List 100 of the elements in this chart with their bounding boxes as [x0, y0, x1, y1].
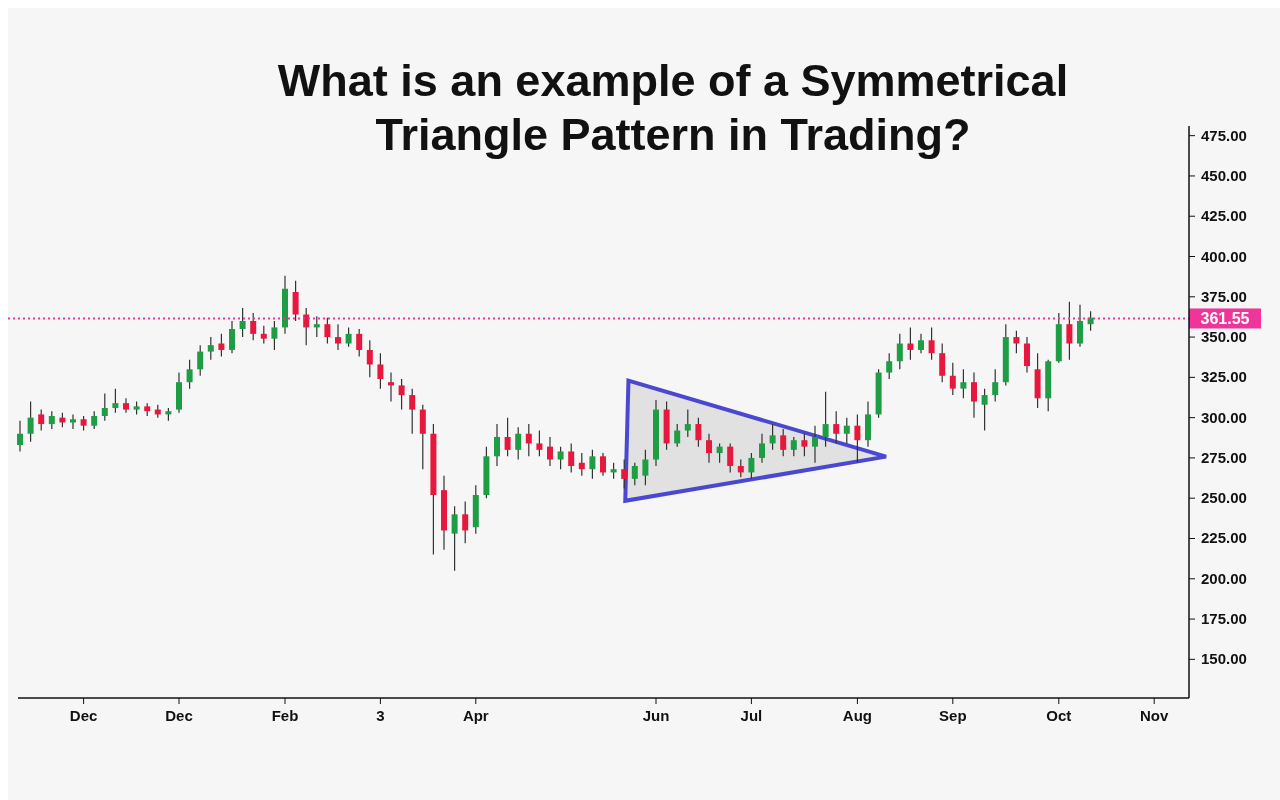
candlestick	[812, 425, 818, 464]
y-tick-label: 225.00	[1201, 529, 1247, 547]
candlestick	[366, 339, 373, 378]
candlestick	[229, 320, 235, 354]
candlestick	[886, 352, 893, 380]
candlestick	[706, 433, 712, 464]
y-tick-label: 275.00	[1201, 448, 1247, 466]
candlestick	[218, 333, 225, 358]
candlestick	[1024, 336, 1030, 374]
candlestick	[600, 452, 606, 477]
candlestick	[1013, 330, 1020, 354]
candlestick	[547, 436, 553, 467]
candlestick	[356, 328, 363, 358]
candlestick	[515, 426, 522, 461]
candlestick	[843, 417, 850, 445]
candlestick	[727, 442, 734, 474]
candlestick	[907, 326, 914, 361]
candlestick	[271, 320, 278, 351]
candlestick	[790, 436, 797, 457]
x-tick-label: Apr	[462, 707, 489, 724]
candlestick	[1077, 304, 1083, 348]
candlestick	[207, 336, 214, 361]
candlestick	[324, 317, 331, 345]
x-tick-label: Feb	[271, 707, 299, 724]
candlestick	[578, 452, 585, 477]
y-tick-label: 425.00	[1201, 207, 1247, 225]
candlestick	[536, 429, 543, 457]
candlestick	[642, 449, 649, 486]
candlestick	[822, 391, 829, 448]
candlestick	[398, 378, 405, 411]
x-tick-label: Oct	[1046, 707, 1072, 724]
candlestick	[494, 423, 500, 467]
x-tick-label: Jul	[740, 707, 763, 724]
candlestick	[918, 333, 924, 354]
candlestick	[833, 410, 840, 445]
candlestick	[250, 312, 257, 341]
candlestick	[377, 352, 384, 390]
candlestick	[695, 417, 702, 448]
candlestick	[939, 342, 946, 383]
candlestick	[123, 397, 129, 414]
candlestick	[949, 362, 956, 396]
y-tick-label: 400.00	[1201, 247, 1247, 265]
y-tick-label: 475.00	[1201, 126, 1247, 144]
candlestick	[748, 452, 755, 480]
y-tick-label: 350.00	[1201, 328, 1247, 346]
candlestick	[197, 344, 204, 377]
candlestick	[101, 392, 108, 422]
y-tick-label: 175.00	[1201, 610, 1247, 628]
x-tick-label: Dec	[69, 707, 98, 724]
candlestick	[780, 428, 787, 457]
y-tick-label: 300.00	[1201, 408, 1247, 426]
x-tick-label: Aug	[842, 707, 872, 724]
chart-title: What is an example of a Symmetrical Triangle Pattern in Trading?	[277, 55, 1069, 160]
candlestick	[17, 420, 23, 453]
candlestick	[992, 368, 999, 403]
candlestick	[409, 388, 416, 435]
candlestick	[684, 408, 691, 438]
candlestick	[292, 280, 299, 322]
y-tick-label: 375.00	[1201, 287, 1247, 305]
candlestick	[525, 423, 532, 457]
candlestick	[631, 462, 638, 486]
ref-line-label: 361.55	[1200, 310, 1250, 328]
candlestick	[568, 442, 575, 474]
x-tick-label: Dec	[165, 707, 193, 724]
candlestick	[388, 371, 394, 403]
candlestick	[981, 388, 988, 432]
candlestick	[801, 433, 808, 457]
candlestick	[504, 417, 511, 457]
candlestick	[854, 413, 861, 464]
candlestick	[896, 333, 903, 370]
x-tick-label: Nov	[1140, 707, 1170, 724]
y-tick-label: 150.00	[1201, 650, 1247, 668]
candlestick	[960, 368, 967, 399]
candlestick	[239, 307, 246, 338]
candlestick	[557, 446, 564, 470]
candlestick	[1066, 301, 1073, 361]
candlestick	[769, 423, 776, 451]
candlestick	[462, 500, 469, 544]
candlestick	[971, 371, 977, 419]
candlestick	[589, 449, 596, 480]
x-tick-label: Jun	[642, 707, 670, 724]
candlestick	[313, 315, 320, 338]
candlestick	[674, 423, 681, 448]
candlestick	[186, 359, 193, 390]
candlestick	[38, 408, 45, 432]
candlestick	[759, 433, 765, 464]
x-tick-label: Sep	[939, 707, 967, 724]
candlestick	[335, 323, 341, 351]
candlestick	[621, 458, 628, 490]
candlestick	[345, 326, 352, 348]
candlestick	[928, 326, 935, 361]
candlestick	[112, 388, 119, 414]
x-tick-label: 3	[376, 707, 385, 724]
candlestick	[451, 505, 458, 572]
candlestick	[716, 442, 723, 464]
y-tick-label: 450.00	[1201, 166, 1247, 184]
y-tick-label: 325.00	[1201, 368, 1247, 386]
candlestick	[70, 413, 76, 430]
y-tick-label: 250.00	[1201, 489, 1247, 507]
candlestick	[27, 400, 34, 443]
